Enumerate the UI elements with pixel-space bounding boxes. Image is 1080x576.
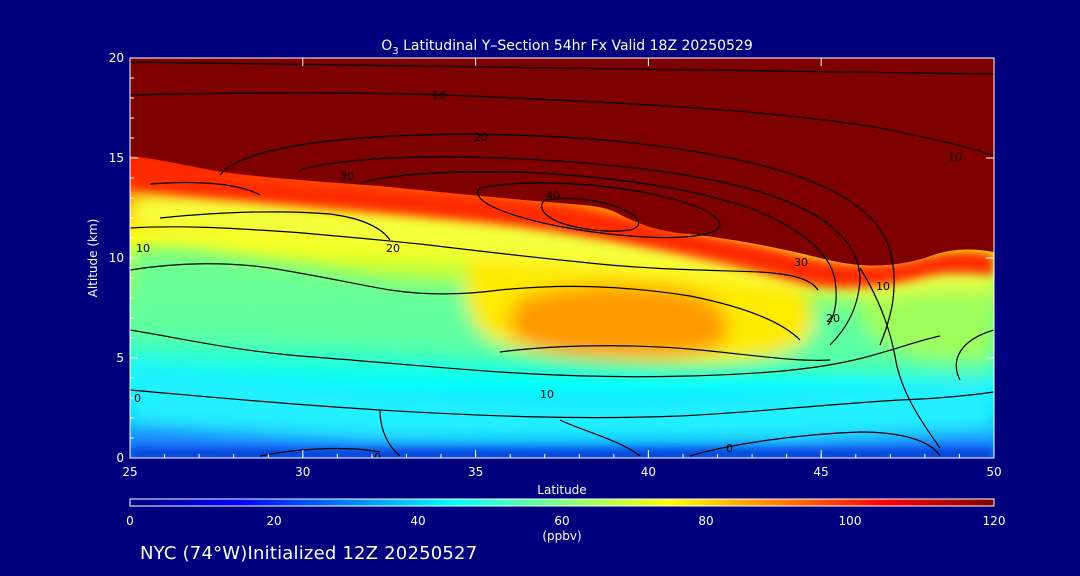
y-tick-label: 20 — [109, 51, 124, 65]
y-tick-label: 0 — [116, 451, 124, 465]
x-tick-label: 50 — [986, 465, 1001, 479]
y-tick-label: 5 — [116, 351, 124, 365]
contour-line — [130, 61, 994, 75]
title-species: O — [381, 38, 392, 54]
contour-line — [379, 409, 401, 457]
y-axis-label: Altitude (km) — [86, 219, 100, 298]
x-tick-label: 35 — [468, 465, 483, 479]
contour-line — [955, 329, 994, 381]
contour-line — [559, 419, 641, 457]
colorbar-tick-label: 0 — [126, 514, 134, 528]
colorbar-tick-label: 60 — [554, 514, 569, 528]
contour-label: 0 — [726, 442, 733, 455]
colorbar-tick-label: 80 — [698, 514, 713, 528]
contour-label: 0 — [374, 451, 381, 464]
contour-line — [299, 156, 861, 346]
contour-label: 20 — [386, 242, 400, 255]
contour-line — [149, 181, 261, 196]
contour-line — [219, 133, 895, 346]
field-right-green — [859, 288, 994, 361]
contour-label: 20 — [474, 131, 488, 144]
contour-lines — [130, 61, 994, 457]
contour-label: 30 — [794, 256, 808, 269]
contour-label: 40 — [546, 189, 560, 202]
contour-line — [130, 263, 801, 341]
field-cyan-lower — [130, 360, 994, 440]
contour-label: 20 — [826, 312, 840, 325]
contour-label: 10 — [876, 280, 890, 293]
footer-run-info: NYC (74°W)Initialized 12Z 20250527 — [140, 543, 478, 564]
x-tick-label: 25 — [122, 465, 137, 479]
contour-label: 10 — [136, 242, 150, 255]
contour-line — [130, 92, 994, 157]
colorbar-tick-label: 120 — [983, 514, 1006, 528]
x-axis-label: Latitude — [537, 483, 586, 497]
field-red-transition — [130, 150, 994, 288]
title-text: Latitudinal Y–Section 54hr Fx Valid 18Z … — [399, 38, 753, 54]
x-tick-label: 30 — [295, 465, 310, 479]
x-axis: 25 30 35 40 45 50 — [122, 58, 1002, 479]
chart-title: O3 Latitudinal Y–Section 54hr Fx Valid 1… — [381, 38, 753, 57]
colorbar-tick-label: 100 — [839, 514, 862, 528]
title-species-subscript: 3 — [392, 46, 398, 57]
colorbar-tick-label: 20 — [266, 514, 281, 528]
contour-line — [130, 389, 994, 419]
contour-label: 30 — [340, 170, 354, 183]
colorbar-units-label: (ppbv) — [542, 529, 581, 543]
y-axis: 0 5 10 15 20 — [109, 51, 994, 465]
colorbar-ticks: 0 20 40 60 80 100 120 — [126, 514, 1005, 528]
contour-label: 10 — [948, 151, 962, 164]
colorbar-tick-label: 40 — [410, 514, 425, 528]
contour-line — [859, 267, 941, 449]
contour-line — [259, 447, 381, 457]
colorbar-bar — [129, 498, 995, 507]
contour-line — [159, 211, 391, 241]
contour-line — [130, 329, 941, 378]
field-deep-blue-strip — [130, 450, 994, 458]
contour-label: 10 — [432, 89, 446, 102]
ozone-field — [130, 58, 994, 458]
contour-labels: 10 20 10 30 40 10 10 20 20 30 10 10 0 0 … — [134, 45, 962, 464]
x-tick-label: 40 — [641, 465, 656, 479]
contour-line — [477, 182, 721, 239]
y-tick-label: 15 — [109, 151, 124, 165]
contour-line — [689, 431, 941, 457]
contour-line — [499, 345, 831, 361]
contour-line — [359, 171, 837, 326]
contour-label: 10 — [540, 388, 554, 401]
contour-line — [130, 226, 819, 291]
x-tick-label: 45 — [814, 465, 829, 479]
contour-line — [541, 197, 640, 232]
field-orange-core — [509, 284, 728, 358]
colorbar: 0 20 40 60 80 100 120 (ppbv) — [126, 498, 1005, 543]
contour-label: 0 — [134, 392, 141, 405]
field-blue-surface — [130, 425, 994, 458]
contour-label: 10 — [240, 45, 254, 58]
y-tick-label: 10 — [109, 251, 124, 265]
